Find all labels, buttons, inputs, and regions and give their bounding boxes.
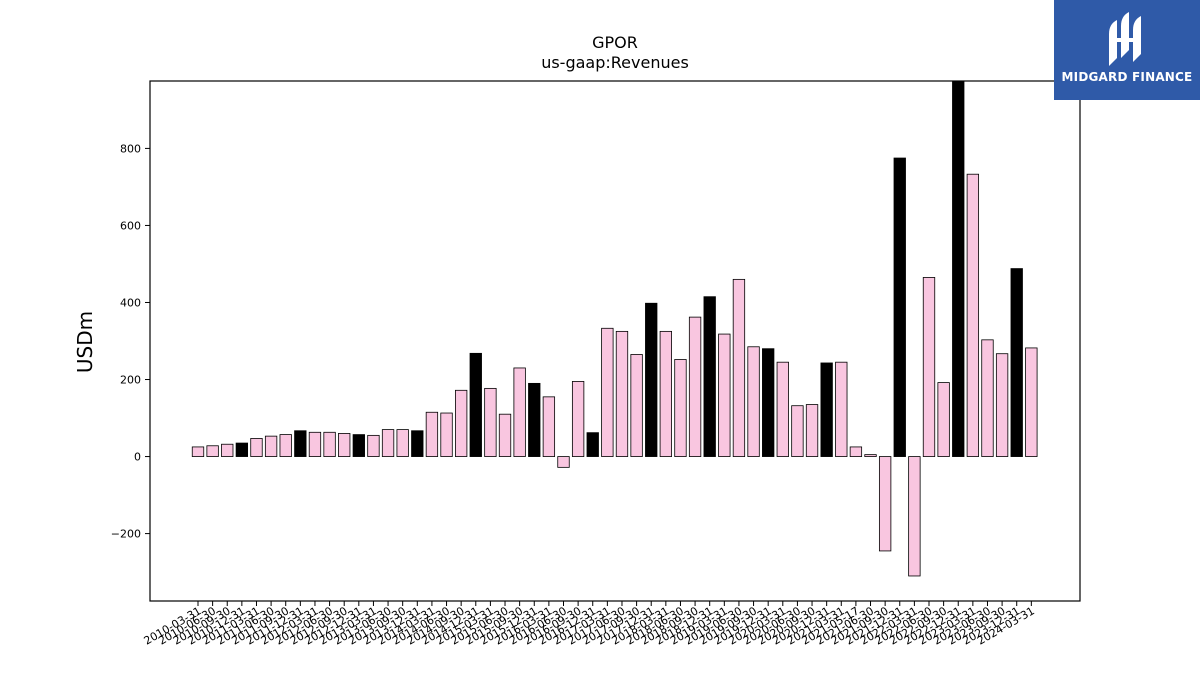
bar-2013-06-30 [381, 429, 395, 457]
chart-title: GPOR [592, 33, 638, 52]
bar-2011-03-31 [250, 438, 263, 457]
bar-2016-09-30 [571, 381, 585, 457]
bar-2023-03-31 [966, 173, 980, 457]
bar-2010-03-31 [191, 446, 205, 457]
logo-text: MIDGARD FINANCE [1061, 70, 1193, 84]
bar-2015-03-31 [484, 387, 497, 457]
bar-2013-03-31 [367, 434, 380, 457]
bar-2014-06-30 [440, 412, 453, 457]
bar-2010-06-30 [206, 445, 219, 457]
bar-2014-03-31 [425, 411, 439, 457]
bar-2015-09-30 [513, 367, 526, 457]
bar-2017-09-30 [630, 354, 643, 457]
bar-2013-12-31 [411, 430, 424, 457]
bars-group [191, 80, 1038, 577]
bar-2023-06-30 [981, 339, 994, 457]
bar-2019-06-30 [732, 278, 746, 457]
bar-2015-12-31 [528, 382, 541, 457]
bar-2019-09-30 [747, 346, 760, 457]
bar-2014-12-31 [469, 352, 482, 457]
plot-frame [149, 80, 1081, 602]
bar-2019-12-31 [762, 348, 775, 457]
bar-2010-09-30 [221, 443, 234, 457]
y-tick-label: 800 [120, 142, 141, 155]
bar-2012-06-30 [323, 431, 336, 457]
bar-2015-06-30 [498, 413, 512, 457]
bar-2011-06-30 [264, 435, 278, 457]
bar-2022-09-30 [937, 382, 950, 457]
bar-2023-12-31 [1010, 268, 1023, 457]
x-axis-ticks: 2010-03-312010-06-302010-09-302010-12-31… [142, 601, 1037, 648]
bar-2019-03-31 [718, 333, 731, 457]
midgard-logo-icon [1109, 12, 1141, 66]
bar-2011-09-30 [279, 434, 292, 457]
bar-2017-06-30 [615, 330, 629, 457]
bar-2022-06-30 [922, 277, 936, 457]
y-tick-label: 0 [134, 451, 141, 464]
bar-2020-09-30 [805, 404, 819, 457]
bar-2021-06-30 [864, 454, 877, 457]
bar-2024-03-31 [1025, 347, 1038, 457]
chart-subtitle: us-gaap:Revenues [541, 53, 689, 72]
bar-2014-09-30 [455, 389, 468, 457]
bar-2023-09-30 [995, 353, 1009, 457]
bar-2020-03-31 [776, 361, 789, 457]
bar-2020-06-30 [791, 405, 804, 457]
bar-2010-12-31 [235, 442, 249, 457]
bar-2021-09-30 [878, 456, 892, 552]
bar-2016-03-31 [542, 396, 556, 457]
bar-2022-03-31 [908, 456, 921, 577]
bar-2016-12-31 [586, 432, 599, 457]
bar-2017-03-31 [601, 327, 614, 457]
y-axis-ticks: −200 0 200 400 600 800 [111, 142, 150, 541]
midgard-finance-logo: MIDGARD FINANCE [1054, 0, 1200, 100]
bar-2021-12-31 [893, 157, 906, 457]
y-tick-label: 400 [120, 296, 141, 309]
bar-2022-12-31 [952, 80, 965, 457]
y-axis-label: USDm [73, 311, 97, 373]
bar-2012-03-31 [308, 431, 322, 457]
bar-2018-12-31 [703, 296, 716, 457]
bar-2017-12-31 [645, 302, 658, 457]
bar-2012-09-30 [338, 433, 351, 457]
bar-2018-09-30 [688, 316, 702, 457]
bar-2013-09-30 [396, 429, 409, 457]
y-tick-label: −200 [111, 528, 141, 541]
bar-2020-12-31 [820, 362, 833, 457]
bar-2012-12-31 [352, 434, 365, 457]
y-tick-label: 200 [120, 374, 141, 387]
y-tick-label: 600 [120, 219, 141, 232]
bar-2018-06-30 [674, 359, 687, 457]
bar-2011-12-31 [294, 430, 307, 457]
bar-2016-06-30 [557, 456, 570, 468]
bar-2021-05-17 [849, 446, 863, 457]
bar-2021-03-31 [835, 361, 848, 457]
bar-2018-03-31 [659, 330, 672, 457]
